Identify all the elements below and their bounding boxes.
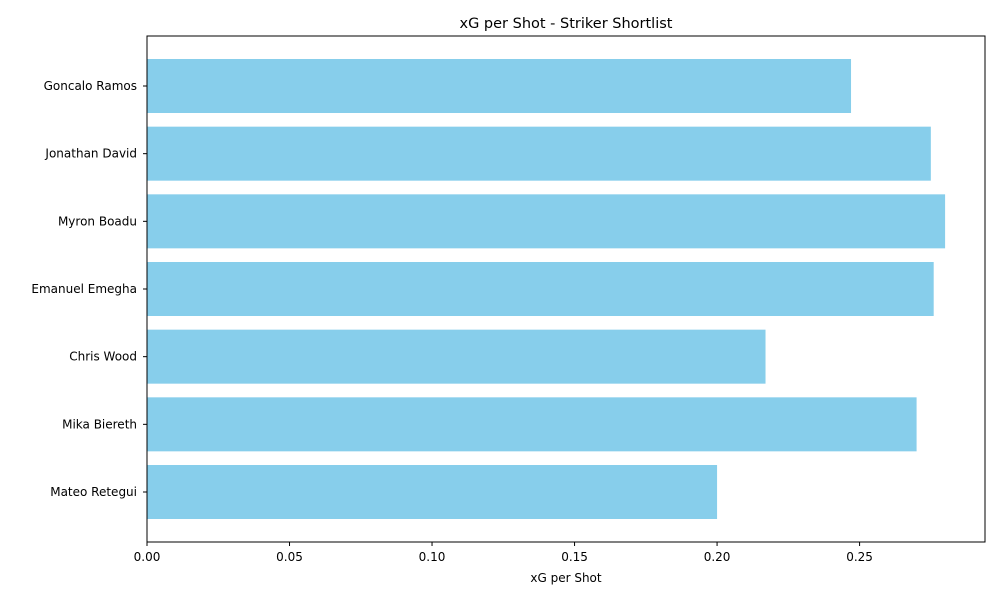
y-tick-label: Mateo Retegui bbox=[50, 485, 137, 499]
bar-myron-boadu bbox=[147, 194, 946, 249]
x-tick-label: 0.25 bbox=[846, 550, 873, 564]
bar-chris-wood bbox=[147, 329, 766, 384]
chart-title: xG per Shot - Striker Shortlist bbox=[460, 16, 673, 32]
bar-mateo-retegui bbox=[147, 465, 718, 519]
x-axis-ticks: 0.00 0.05 0.10 0.15 0.20 0.25 bbox=[134, 542, 873, 564]
plot-frame bbox=[146, 35, 986, 543]
x-tick-label: 0.20 bbox=[704, 550, 731, 564]
y-tick-label: Chris Wood bbox=[69, 350, 137, 364]
y-tick-label: Emanuel Emegha bbox=[31, 282, 137, 296]
x-tick-label: 0.05 bbox=[276, 550, 303, 564]
y-tick-label: Jonathan David bbox=[44, 147, 137, 161]
x-tick-label: 0.00 bbox=[134, 550, 161, 564]
x-tick-label: 0.10 bbox=[419, 550, 446, 564]
bar-mika-biereth bbox=[147, 397, 917, 452]
y-tick-label: Mika Biereth bbox=[62, 417, 137, 431]
bars-group bbox=[147, 59, 946, 519]
bar-jonathan-david bbox=[147, 126, 931, 181]
y-axis-ticks: Goncalo Ramos Jonathan David Myron Boadu Em… bbox=[31, 79, 147, 499]
y-tick-label: Goncalo Ramos bbox=[44, 79, 137, 93]
x-axis-label: xG per Shot bbox=[530, 571, 602, 585]
x-tick-label: 0.15 bbox=[561, 550, 588, 564]
bar-goncalo-ramos bbox=[147, 59, 852, 113]
bar-emanuel-emegha bbox=[147, 262, 934, 316]
y-tick-label: Myron Boadu bbox=[58, 214, 137, 228]
